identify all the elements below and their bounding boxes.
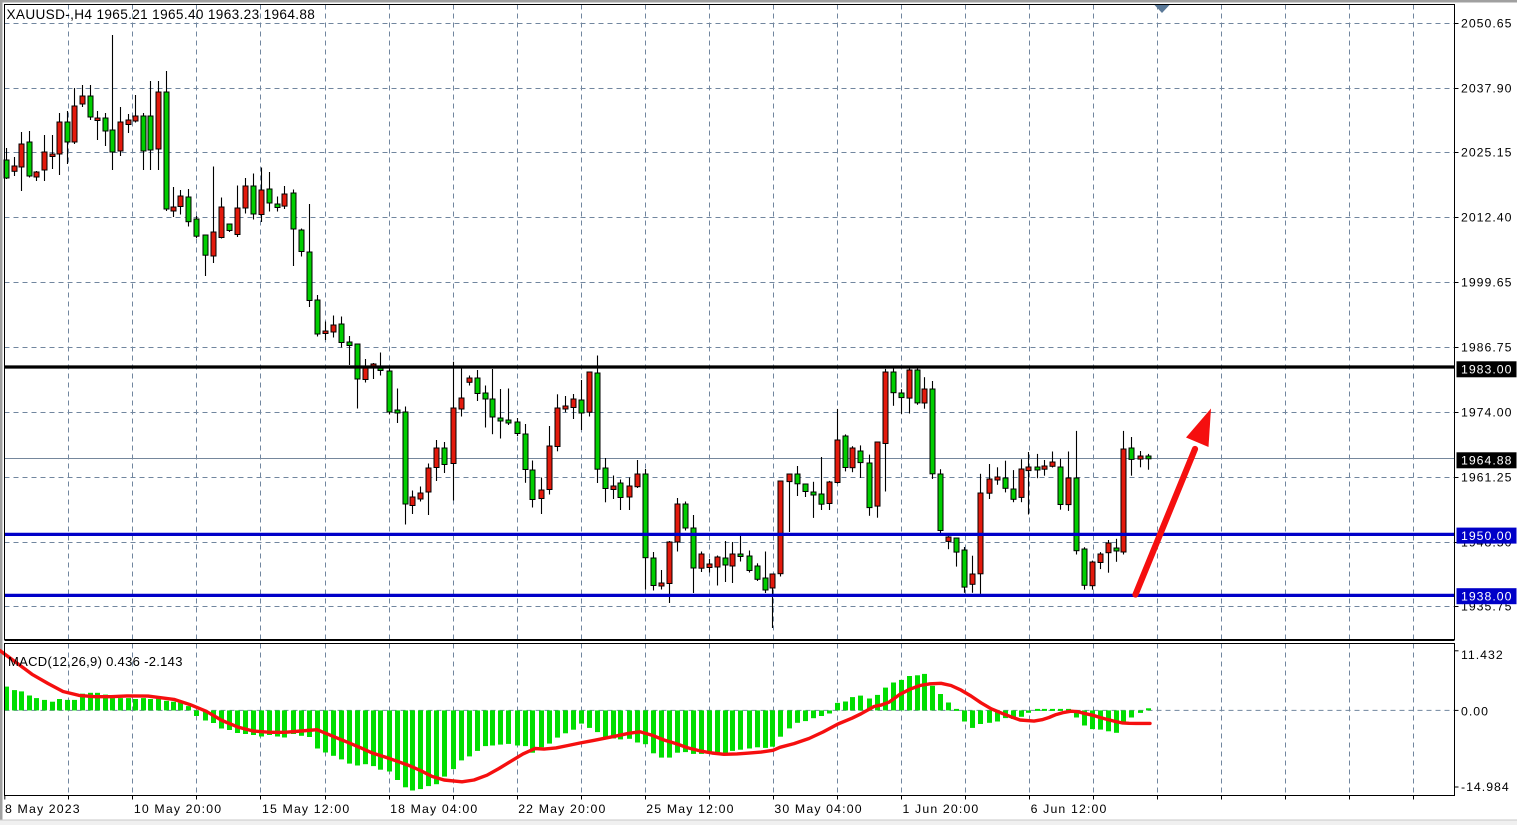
svg-text:1961.25: 1961.25 (1461, 471, 1512, 485)
svg-text:11.432: 11.432 (1461, 648, 1504, 662)
svg-text:1974.00: 1974.00 (1461, 406, 1512, 420)
svg-text:2025.15: 2025.15 (1461, 146, 1512, 160)
svg-text:MACD(12,26,9) 0.436 -2.143: MACD(12,26,9) 0.436 -2.143 (8, 654, 183, 669)
svg-text:2037.90: 2037.90 (1461, 82, 1512, 96)
svg-text:XAUUSD-,H4 1965.21 1965.40 19: XAUUSD-,H4 1965.21 1965.40 1963.23 1964.… (7, 7, 316, 22)
svg-text:8 May 2023: 8 May 2023 (5, 802, 81, 816)
svg-text:1964.88: 1964.88 (1461, 454, 1512, 468)
svg-text:1999.65: 1999.65 (1461, 276, 1512, 290)
svg-text:1983.00: 1983.00 (1461, 363, 1512, 377)
svg-text:22 May 20:00: 22 May 20:00 (518, 802, 606, 816)
svg-text:18 May 04:00: 18 May 04:00 (390, 802, 478, 816)
svg-text:10 May 20:00: 10 May 20:00 (134, 802, 222, 816)
svg-text:-14.984: -14.984 (1461, 780, 1510, 794)
svg-text:1938.00: 1938.00 (1461, 589, 1512, 603)
svg-text:1986.75: 1986.75 (1461, 341, 1512, 355)
svg-text:1 Jun 20:00: 1 Jun 20:00 (903, 802, 980, 816)
svg-text:15 May 12:00: 15 May 12:00 (262, 802, 350, 816)
svg-text:6 Jun 12:00: 6 Jun 12:00 (1031, 802, 1108, 816)
svg-text:2050.65: 2050.65 (1461, 17, 1512, 31)
svg-text:2012.40: 2012.40 (1461, 211, 1512, 225)
svg-text:0.00: 0.00 (1461, 705, 1489, 719)
svg-text:30 May 04:00: 30 May 04:00 (774, 802, 862, 816)
svg-text:1950.00: 1950.00 (1461, 529, 1512, 543)
svg-text:25 May 12:00: 25 May 12:00 (646, 802, 734, 816)
